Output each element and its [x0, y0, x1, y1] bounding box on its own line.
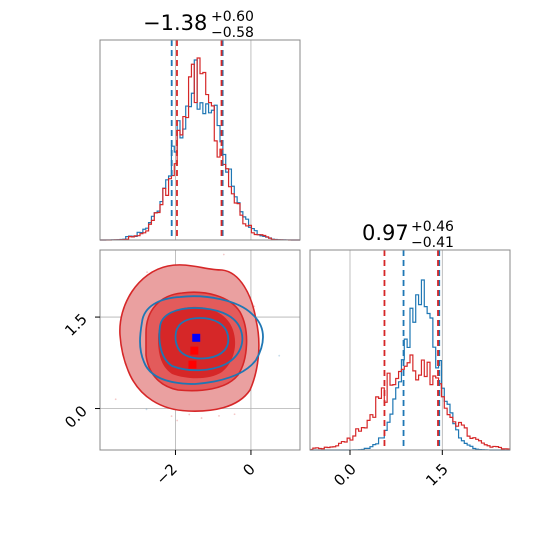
quantile-lines — [170, 40, 224, 240]
blue-contour-inner — [174, 317, 230, 360]
scatter-point — [114, 398, 117, 401]
y-tick-labels-param-1: 1.5 0.0 — [61, 310, 91, 432]
x-tick-label: −2 — [152, 460, 180, 488]
histogram-step-line — [100, 57, 300, 241]
blue-contours — [139, 295, 264, 385]
axis-ticks — [95, 316, 443, 455]
blue-contour-mid — [158, 307, 244, 372]
contour-panel — [99, 249, 301, 451]
quantile-lines — [383, 250, 441, 450]
histogram-panel-param-1 — [309, 249, 511, 451]
histogram-panel-param-0 — [99, 39, 301, 241]
panel-frame — [309, 249, 511, 451]
title-param-1-upper: +0.46 — [411, 219, 454, 235]
median-markers — [188, 333, 201, 369]
scatter-point — [200, 417, 203, 419]
histogram-steps — [310, 279, 510, 451]
title-param-1-lower: −0.41 — [411, 235, 454, 251]
scatter-point — [176, 419, 179, 422]
median-marker — [192, 333, 201, 342]
scatter-point — [278, 354, 281, 357]
title-param-0-upper: +0.60 — [211, 9, 254, 25]
histogram-step-line — [310, 354, 510, 451]
scatter-point — [170, 415, 173, 418]
panel-frame — [99, 249, 301, 451]
median-marker — [188, 360, 197, 369]
title-param-1: 0.97 +0.46 −0.41 — [362, 219, 454, 251]
x-tick-label: 0 — [239, 460, 258, 479]
scatter-point — [188, 413, 191, 416]
histogram-step-line — [310, 279, 510, 451]
red-contour-inner-fill — [158, 306, 236, 379]
panel-frame — [99, 39, 301, 241]
scatter-point — [218, 414, 220, 417]
blue-contour-outer — [139, 295, 264, 385]
x-tick-label: 1.5 — [422, 460, 452, 490]
y-tick-label: 0.0 — [61, 402, 91, 432]
title-param-0-lower: −0.58 — [211, 25, 254, 41]
histogram-steps — [100, 57, 300, 241]
scatter-point — [145, 408, 148, 411]
gridlines — [349, 250, 443, 450]
histogram-step-line — [100, 59, 300, 241]
gridlines — [175, 40, 252, 240]
scatter-point — [146, 271, 148, 274]
title-param-1-value: 0.97 — [362, 221, 409, 245]
title-param-0: −1.38 +0.60 −0.58 — [143, 9, 254, 41]
x-tick-labels-param-1: 0.0 1.5 — [330, 460, 452, 490]
x-tick-label: 0.0 — [330, 460, 360, 490]
y-tick-label: 1.5 — [61, 310, 91, 340]
median-marker — [190, 346, 199, 355]
scatter-point — [222, 253, 225, 256]
x-tick-labels-param-0: −2 0 — [152, 460, 258, 488]
red-contour-mid-line — [145, 291, 248, 392]
title-param-0-value: −1.38 — [143, 11, 207, 35]
scatter-point — [233, 413, 236, 416]
